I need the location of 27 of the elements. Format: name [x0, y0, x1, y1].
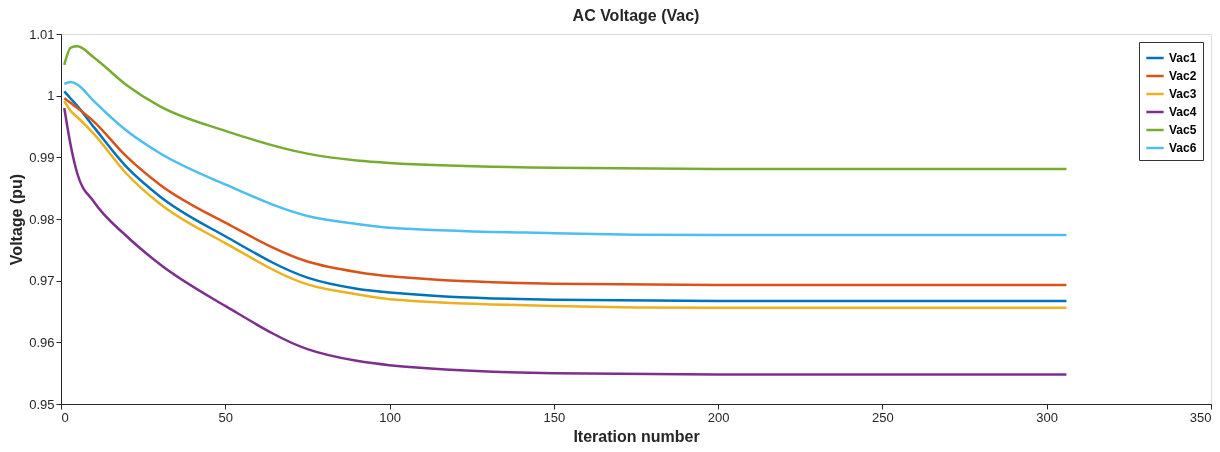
- x-tick-label: 150: [543, 409, 566, 425]
- legend-label: Vac5: [1169, 123, 1197, 137]
- y-tick-label: 1.01: [29, 26, 55, 42]
- y-tick-label: 0.95: [29, 396, 55, 412]
- legend-label: Vac2: [1169, 69, 1197, 83]
- x-tick-label: 0: [61, 409, 69, 425]
- x-tick-label: 50: [218, 409, 234, 425]
- y-tick-label: 0.98: [29, 211, 55, 227]
- x-tick-label: 250: [872, 409, 894, 425]
- legend-label: Vac1: [1169, 51, 1197, 65]
- legend-label: Vac4: [1169, 105, 1197, 119]
- x-tick-label: 350: [1189, 409, 1212, 425]
- y-axis-title: Voltage (pu): [8, 173, 26, 266]
- x-axis-title: Iteration number: [573, 427, 700, 445]
- y-tick-label: 0.99: [29, 149, 55, 165]
- y-tick-label: 0.96: [29, 334, 55, 350]
- legend-label: Vac3: [1169, 87, 1197, 101]
- y-tick-label: 1: [47, 88, 55, 104]
- x-tick-label: 300: [1036, 409, 1059, 425]
- x-tick-label: 200: [707, 409, 730, 425]
- line-series: [63, 106, 1068, 376]
- x-tick-label: 100: [379, 409, 401, 425]
- line-series: [63, 80, 1068, 237]
- line-series: [63, 45, 1068, 171]
- legend-label: Vac6: [1169, 141, 1197, 155]
- y-tick-label: 0.97: [29, 273, 55, 289]
- chart-title: AC Voltage (Vac): [572, 7, 700, 24]
